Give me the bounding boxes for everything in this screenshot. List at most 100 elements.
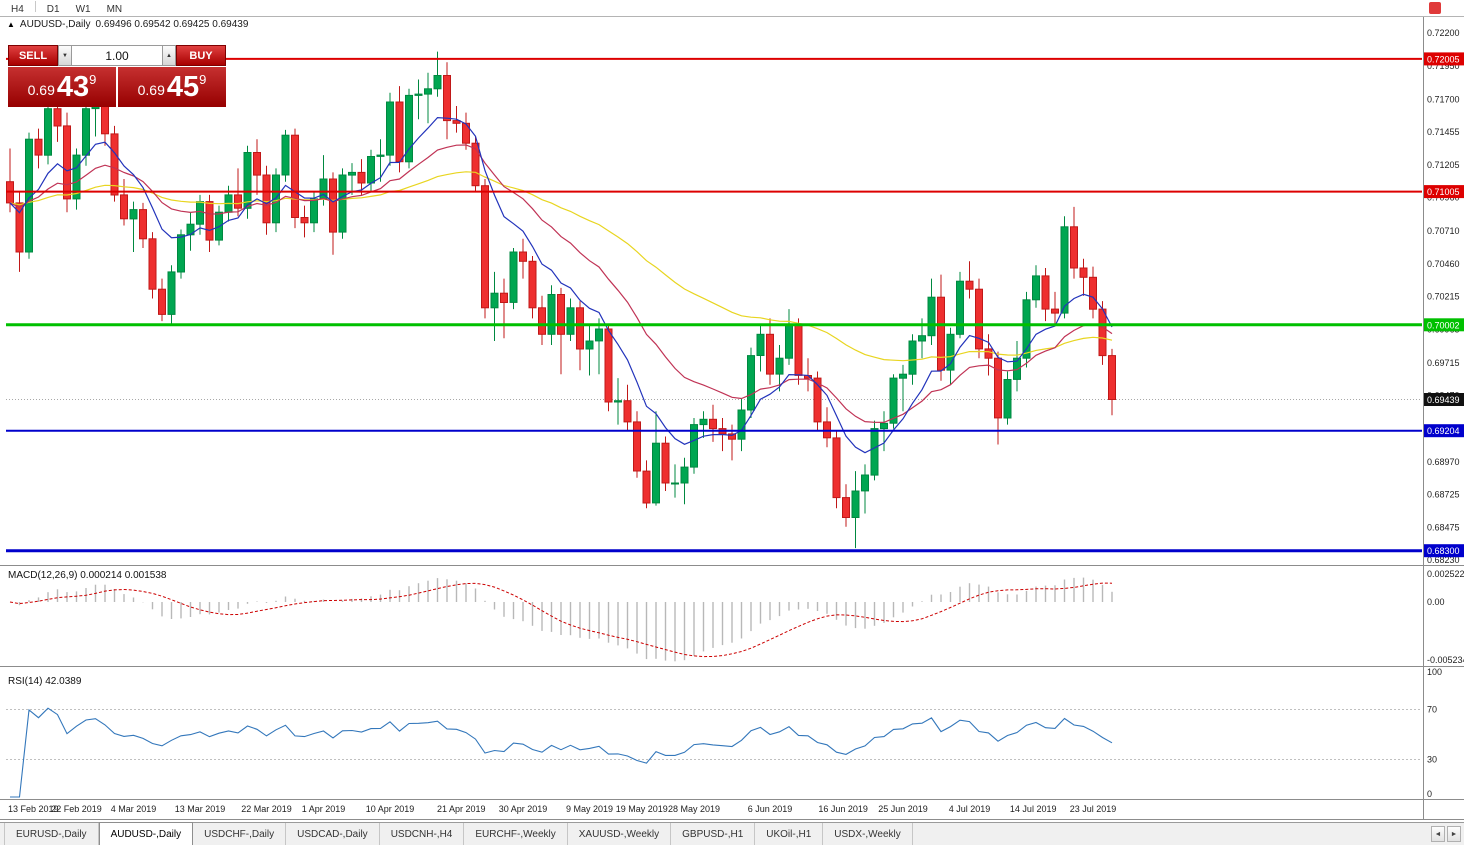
date-label: 13 Feb 2019 — [8, 804, 59, 814]
date-label: 30 Apr 2019 — [499, 804, 548, 814]
price-tick-label: 0.68970 — [1427, 457, 1460, 467]
tabs-scroll-left-button[interactable]: ◄ — [1431, 826, 1445, 842]
sell-button[interactable]: SELL — [8, 45, 58, 66]
tab-usdcad-daily[interactable]: USDCAD-,Daily — [286, 823, 380, 845]
tab-audusd-daily[interactable]: AUDUSD-,Daily — [98, 822, 194, 845]
rsi-axis-label: 100 — [1427, 667, 1442, 677]
chart-tab-bar: EURUSD-,Daily AUDUSD-,Daily USDCHF-,Daily U… — [0, 822, 1464, 845]
tab-usdx-weekly[interactable]: USDX-,Weekly — [823, 823, 913, 845]
date-label: 22 Feb 2019 — [51, 804, 102, 814]
price-tag — [1424, 52, 1464, 66]
chart-header: ▲ AUDUSD-,Daily 0.69496 0.69542 0.69425 … — [7, 19, 248, 30]
date-label: 21 Apr 2019 — [437, 804, 486, 814]
price-tick-label: 0.70215 — [1427, 292, 1460, 302]
tab-usdchf-daily[interactable]: USDCHF-,Daily — [193, 823, 287, 845]
price-tick-label: 0.70460 — [1427, 259, 1460, 269]
status-icon-red[interactable] — [1429, 2, 1441, 14]
bid-pip-digit: 9 — [89, 72, 97, 87]
rsi-indicator: 100 70 30 0 RSI(14) 42.0389 — [6, 667, 1442, 799]
bid-ask-row: 0.69 43 9 0.69 45 9 — [8, 67, 226, 107]
date-label: 25 Jun 2019 — [878, 804, 928, 814]
date-label: 4 Jul 2019 — [949, 804, 991, 814]
price-tick-label: 0.71700 — [1427, 94, 1460, 104]
price-tick-label: 0.71205 — [1427, 160, 1460, 170]
tab-usdcnh-h4[interactable]: USDCNH-,H4 — [380, 823, 465, 845]
price-tick-label: 0.70710 — [1427, 226, 1460, 236]
macd-label: MACD(12,26,9) 0.000214 0.001538 — [8, 570, 167, 581]
price-tick-label: 0.68475 — [1427, 522, 1460, 532]
chart-plot-area[interactable] — [0, 17, 1464, 820]
date-label: 16 Jun 2019 — [818, 804, 868, 814]
timeframe-button-h4[interactable]: H4 — [3, 2, 32, 17]
date-label: 10 Apr 2019 — [366, 804, 415, 814]
ma-line-55 — [9, 171, 1113, 362]
tab-eurusd-daily[interactable]: EURUSD-,Daily — [4, 823, 99, 845]
tab-navigation: ◄ ► — [1431, 826, 1461, 842]
timeframe-button-d1[interactable]: D1 — [39, 2, 68, 17]
panel-collapse-icon[interactable]: ▲ — [7, 20, 15, 29]
ask-price-display[interactable]: 0.69 45 9 — [118, 67, 226, 107]
date-label: 14 Jul 2019 — [1010, 804, 1057, 814]
ask-big-digits: 45 — [166, 70, 200, 103]
trade-controls-row: SELL ▼ ▲ BUY — [8, 45, 226, 66]
date-label: 23 Jul 2019 — [1070, 804, 1117, 814]
macd-indicator: 0.002522 0.00 -0.005234 MACD(12,26,9) 0.000… — [8, 569, 1464, 665]
symbol-tabs: EURUSD-,Daily AUDUSD-,Daily USDCHF-,Daily U… — [4, 822, 913, 845]
price-tag-label: 0.69204 — [1427, 426, 1460, 436]
ask-pip-digit: 9 — [199, 72, 207, 87]
macd-axis-label: 0.002522 — [1427, 569, 1464, 579]
date-label: 4 Mar 2019 — [111, 804, 157, 814]
bid-price-display[interactable]: 0.69 43 9 — [8, 67, 116, 107]
date-label: 13 Mar 2019 — [175, 804, 226, 814]
macd-axis-label: 0.00 — [1427, 597, 1445, 607]
tab-eurchf-weekly[interactable]: EURCHF-,Weekly — [464, 823, 568, 845]
price-tag-label: 0.69439 — [1427, 395, 1460, 405]
price-tag-label: 0.70002 — [1427, 320, 1460, 330]
rsi-axis-label: 70 — [1427, 705, 1437, 715]
price-tag — [1424, 318, 1464, 332]
price-tick-label: 0.71950 — [1427, 61, 1460, 71]
price-tick-label: 0.72200 — [1427, 28, 1460, 38]
date-label: 22 Mar 2019 — [241, 804, 292, 814]
timeframe-button-w1[interactable]: W1 — [68, 2, 99, 17]
timeframe-button-mn[interactable]: MN — [99, 2, 131, 17]
date-label: 1 Apr 2019 — [302, 804, 346, 814]
date-label: 6 Jun 2019 — [748, 804, 793, 814]
price-tick-label: 0.68230 — [1427, 555, 1460, 565]
price-tick-label: 0.71455 — [1427, 127, 1460, 137]
top-toolbar: H4 D1 W1 MN — [0, 0, 1464, 17]
date-label: 9 May 2019 — [566, 804, 613, 814]
price-tick-label: 0.69715 — [1427, 358, 1460, 368]
volume-up-button[interactable]: ▲ — [162, 45, 176, 66]
tab-xauusd-weekly[interactable]: XAUUSD-,Weekly — [568, 823, 672, 845]
volume-input[interactable] — [72, 45, 162, 66]
price-tag-label: 0.68300 — [1427, 546, 1460, 556]
tabs-scroll-right-button[interactable]: ► — [1447, 826, 1461, 842]
volume-down-button[interactable]: ▼ — [58, 45, 72, 66]
tab-gbpusd-h1[interactable]: GBPUSD-,H1 — [671, 823, 756, 845]
price-tick-label: 0.68725 — [1427, 489, 1460, 499]
ma-line-21 — [9, 144, 1113, 424]
toolbar-separator — [34, 0, 36, 12]
date-label: 28 May 2019 — [668, 804, 720, 814]
bid-big-digits: 43 — [56, 70, 90, 103]
price-tag — [1424, 544, 1464, 558]
rsi-axis-label: 30 — [1427, 755, 1437, 765]
price-tag — [1424, 393, 1464, 406]
tab-ukoil-h1[interactable]: UKOil-,H1 — [755, 823, 824, 845]
price-tag-label: 0.71005 — [1427, 187, 1460, 197]
ask-prefix: 0.69 — [137, 82, 165, 98]
buy-button[interactable]: BUY — [176, 45, 226, 66]
bid-prefix: 0.69 — [27, 82, 55, 98]
price-tag — [1424, 185, 1464, 199]
moving-averages — [9, 116, 1113, 454]
chart-ohlc-values: 0.69496 0.69542 0.69425 0.69439 — [95, 19, 249, 30]
rsi-line — [10, 707, 1113, 798]
rsi-label: RSI(14) 42.0389 — [8, 676, 82, 687]
macd-signal-line — [9, 582, 1113, 658]
date-label: 19 May 2019 — [616, 804, 668, 814]
